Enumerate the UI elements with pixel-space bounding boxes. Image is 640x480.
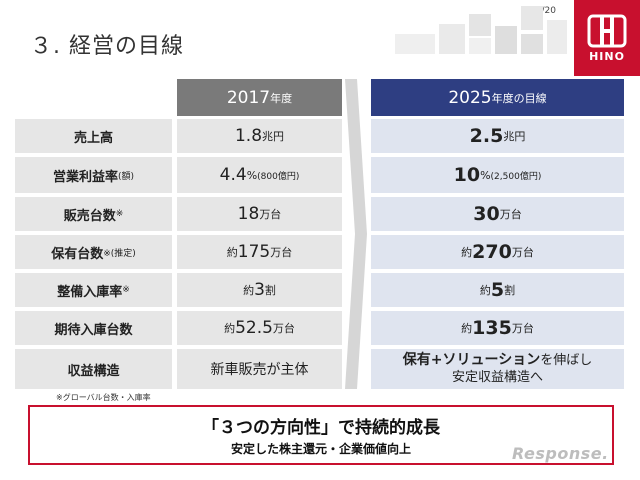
value-2025: 10% (2,500億円): [371, 157, 624, 193]
value-2017: 約 3 割: [177, 273, 342, 307]
value-2025: 保有+ソリューションを伸ばし 安定収益構造へ: [371, 349, 624, 389]
row-label: 整備入庫率 ※: [15, 273, 172, 307]
value-2025-rest: を伸ばし: [540, 353, 593, 369]
value-2017: 1.8 兆円: [177, 119, 342, 153]
chevron-arrow-icon: [345, 79, 367, 389]
logo-text: HINO: [589, 49, 625, 63]
hino-emblem-icon: [587, 14, 627, 47]
header-2025-suffix: 年度の目線: [491, 91, 547, 105]
value-2025-bold: 保有+ソリューション: [402, 352, 541, 369]
table-row: 売上高 1.8 兆円 2.5 兆円: [15, 119, 624, 153]
row-label: 保有台数 ※(推定): [15, 235, 172, 269]
value-2017: 新車販売が主体: [177, 349, 342, 389]
table-row: 期待入庫台数 約 52.5 万台 約 135 万台: [15, 311, 624, 345]
header-2017: 2017 年度: [177, 79, 342, 116]
value-2025: 2.5 兆円: [371, 119, 624, 153]
value-2017: 約 175 万台: [177, 235, 342, 269]
value-2025: 約 5 割: [371, 273, 624, 307]
header-2017-year: 2017: [226, 87, 271, 108]
row-label: 期待入庫台数: [15, 311, 172, 345]
hino-logo: HINO: [574, 0, 640, 76]
footnote: ※グローバル台数・入庫率: [56, 393, 151, 402]
value-2025: 30 万台: [371, 197, 624, 231]
value-2025: 約 135 万台: [371, 311, 624, 345]
summary-main: 「３つの方向性」で持続的成長: [202, 418, 440, 438]
value-2017: 約 52.5 万台: [177, 311, 342, 345]
header-2025-year: 2025: [448, 87, 492, 108]
table-row: 販売台数 ※ 18 万台 30 万台: [15, 197, 624, 231]
slide-title: ３. 経営の目線: [30, 34, 184, 59]
row-label: 収益構造: [15, 349, 172, 389]
value-2025-line2: 安定収益構造へ: [451, 369, 543, 385]
summary-box: 「３つの方向性」で持続的成長 安定した株主還元・企業価値向上: [28, 405, 614, 465]
value-2017: 4.4% (800億円): [177, 157, 342, 193]
table-row: 保有台数 ※(推定) 約 175 万台 約 270 万台: [15, 235, 624, 269]
response-watermark: Response.: [512, 444, 609, 463]
row-label: 販売台数 ※: [15, 197, 172, 231]
header-2025: 2025 年度の目線: [371, 79, 624, 116]
row-label: 営業利益率 (額): [15, 157, 172, 193]
value-2025: 約 270 万台: [371, 235, 624, 269]
table-row: 営業利益率 (額) 4.4% (800億円) 10% (2,500億円): [15, 157, 624, 193]
header-2017-suffix: 年度: [270, 91, 293, 105]
row-label: 売上高: [15, 119, 172, 153]
table-row: 収益構造 新車販売が主体 保有+ソリューションを伸ばし 安定収益構造へ: [15, 349, 624, 389]
summary-sub: 安定した株主還元・企業価値向上: [230, 442, 411, 456]
value-2017: 18 万台: [177, 197, 342, 231]
header-decoration: [395, 6, 570, 58]
table-row: 整備入庫率 ※ 約 3 割 約 5 割: [15, 273, 624, 307]
